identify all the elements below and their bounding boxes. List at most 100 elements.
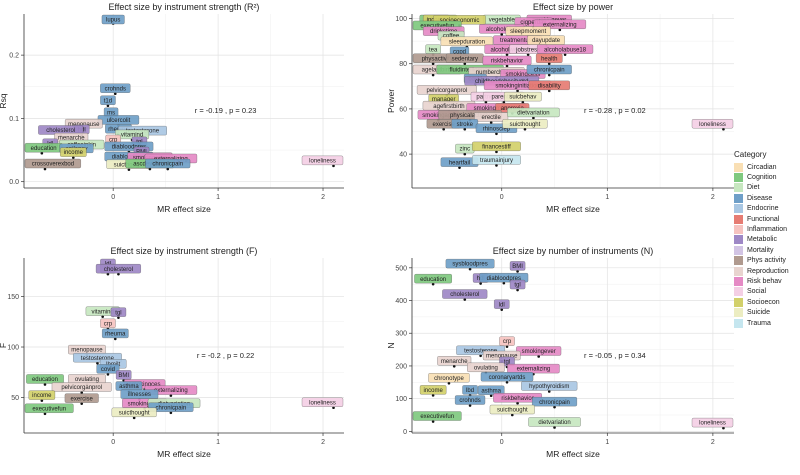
data-label-box (482, 55, 532, 66)
data-label: cholesterol (450, 292, 479, 298)
data-label-box (499, 336, 515, 346)
data-point (722, 426, 725, 430)
data-label: externalizing (154, 388, 188, 394)
data-label: erectile (482, 115, 502, 121)
data-point (523, 127, 527, 131)
data-label-box (504, 91, 542, 102)
data-label-box (419, 385, 447, 395)
legend-label: Risk behav (747, 277, 782, 285)
data-point (510, 413, 514, 417)
x-axis-label: MR effect size (546, 449, 600, 459)
data-label: treatmentuse (500, 38, 536, 44)
data-label: sleepmoment (510, 29, 546, 35)
data-label: numberchildren (476, 70, 517, 76)
data-label: zinc (459, 147, 470, 153)
y-tick-label: 0.0 (9, 179, 19, 186)
data-point (547, 73, 551, 77)
data-label-box (502, 119, 548, 129)
data-label: jobstress (515, 47, 540, 53)
data-point (452, 364, 456, 368)
data-label-box (472, 141, 521, 151)
legend-label: Socioecon (747, 298, 780, 306)
chart-title: Effect size by instrument strength (R²) (109, 2, 260, 12)
chart-panel: 40 60 80 100 0 1 2 Effect size by power MR effec… (386, 2, 734, 214)
data-label: physactivity (422, 56, 453, 62)
data-label-box (412, 411, 462, 421)
legend-label: Endocrine (747, 205, 779, 213)
data-point (722, 127, 725, 131)
data-label: alcoholweek (491, 47, 525, 53)
data-label-box (526, 64, 572, 75)
data-label: executivefun (420, 414, 454, 420)
legend-item: Mortality (734, 245, 798, 255)
data-point (463, 127, 467, 131)
y-tick-label: 80 (399, 61, 407, 68)
x-tick-label: 1 (605, 439, 609, 446)
data-point (532, 116, 535, 120)
data-label-box (95, 264, 141, 274)
data-label: menarche (58, 136, 85, 142)
data-label-box (414, 274, 452, 284)
data-label-box (301, 155, 344, 166)
data-point (479, 354, 482, 358)
data-label: income (64, 150, 84, 156)
data-label-box (507, 107, 560, 118)
legend-item: Cognition (734, 172, 798, 183)
data-label: loneliness (309, 400, 336, 406)
data-label: chronicpain (534, 68, 565, 74)
data-label-box (442, 289, 488, 299)
data-label-box (100, 83, 131, 93)
data-label: vegetable (489, 18, 516, 24)
data-label-box (60, 147, 87, 157)
legend-item: Disease (734, 193, 798, 203)
data-label: cholesterol (104, 267, 133, 273)
legend-key (734, 214, 743, 224)
data-label: ms (107, 110, 115, 116)
data-point (169, 411, 173, 415)
data-label-box (528, 80, 570, 90)
chart-title: Effect size by instrument strength (F) (111, 246, 258, 256)
data-point (113, 92, 117, 96)
data-label: traumainjury (480, 158, 513, 164)
data-point (516, 288, 519, 292)
data-point (537, 355, 540, 358)
data-label: t1d (104, 98, 112, 104)
data-label-box (528, 417, 581, 427)
legend-key (734, 193, 743, 203)
x-tick-label: 0 (500, 194, 504, 201)
data-label: disability (538, 83, 561, 89)
data-label: crossoverexbod (32, 162, 74, 168)
data-label-box (148, 402, 194, 412)
x-tick-label: 1 (605, 194, 609, 201)
legend-key (734, 276, 743, 286)
data-label: riskbehavior (491, 59, 523, 65)
legend-key (734, 173, 743, 183)
data-label-box (537, 44, 594, 54)
data-point (431, 394, 435, 397)
data-point (40, 151, 44, 155)
data-label: income (32, 393, 52, 399)
legend-key (734, 287, 743, 297)
data-point (43, 167, 47, 171)
data-label-box (96, 364, 120, 374)
data-point (80, 391, 84, 394)
data-label: lbd (466, 388, 474, 394)
data-label: suicbehav (509, 95, 536, 101)
data-label: pelvicorganprol (61, 385, 102, 391)
data-label: crp (104, 321, 113, 327)
y-tick-label: 200 (395, 363, 407, 370)
data-point (495, 132, 498, 136)
data-label-box (111, 407, 157, 417)
legend-item: Trauma (734, 318, 798, 328)
x-tick-label: 2 (321, 194, 325, 201)
data-label-box (145, 158, 191, 169)
data-label: sysbloodpres (452, 262, 487, 268)
data-label: externalizing (543, 22, 577, 28)
legend-item: Risk behav (734, 276, 798, 286)
data-point (40, 399, 44, 402)
data-label: loneliness (699, 122, 726, 128)
data-point (148, 167, 152, 171)
data-label-box (507, 363, 560, 374)
data-point (106, 373, 110, 376)
legend-label: Mortality (747, 246, 774, 254)
